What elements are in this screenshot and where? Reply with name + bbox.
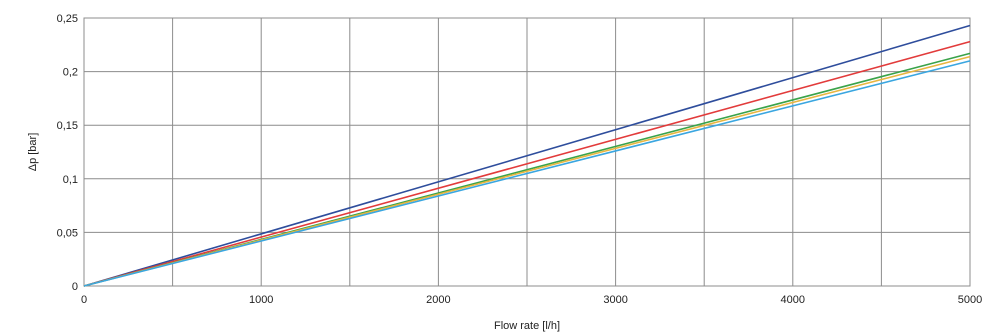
x-tick-label: 2000: [426, 294, 450, 306]
y-axis-title: Δp [bar]: [27, 133, 39, 172]
y-axis-ticks: 0 0,05 0,1 0,15 0,2 0,25: [57, 13, 78, 293]
series-line-1: [83, 40, 971, 287]
x-tick-label: 0: [81, 294, 87, 306]
y-tick-label: 0: [72, 281, 78, 293]
y-tick-label: 0,05: [57, 227, 78, 239]
grid-lines: [84, 18, 970, 286]
x-axis-title: Flow rate [l/h]: [494, 320, 560, 332]
y-tick-label: 0,25: [57, 13, 78, 25]
series-line-4: [83, 60, 971, 287]
y-tick-label: 0,15: [57, 120, 78, 132]
x-axis-ticks: 0 1000 2000 3000 4000 5000: [81, 294, 982, 306]
x-tick-label: 3000: [603, 294, 627, 306]
x-tick-label: 5000: [958, 294, 982, 306]
y-tick-label: 0,1: [63, 174, 78, 186]
x-tick-label: 1000: [249, 294, 273, 306]
series-lines: [83, 24, 971, 287]
series-line-0: [83, 24, 971, 287]
plot-area-frame: [83, 17, 971, 287]
y-tick-label: 0,2: [63, 67, 78, 79]
x-tick-label: 4000: [781, 294, 805, 306]
